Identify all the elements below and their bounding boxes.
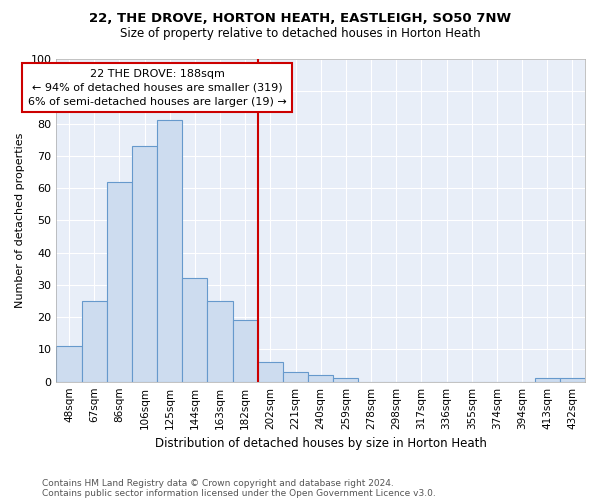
Bar xyxy=(157,120,182,382)
Bar xyxy=(308,375,333,382)
Bar xyxy=(132,146,157,382)
Bar xyxy=(535,378,560,382)
Bar xyxy=(107,182,132,382)
Bar xyxy=(560,378,585,382)
X-axis label: Distribution of detached houses by size in Horton Heath: Distribution of detached houses by size … xyxy=(155,437,487,450)
Text: 22, THE DROVE, HORTON HEATH, EASTLEIGH, SO50 7NW: 22, THE DROVE, HORTON HEATH, EASTLEIGH, … xyxy=(89,12,511,26)
Text: Contains public sector information licensed under the Open Government Licence v3: Contains public sector information licen… xyxy=(42,488,436,498)
Bar xyxy=(258,362,283,382)
Bar xyxy=(56,346,82,382)
Bar xyxy=(233,320,258,382)
Text: Size of property relative to detached houses in Horton Heath: Size of property relative to detached ho… xyxy=(119,28,481,40)
Bar xyxy=(208,301,233,382)
Bar xyxy=(182,278,208,382)
Y-axis label: Number of detached properties: Number of detached properties xyxy=(15,132,25,308)
Bar xyxy=(82,301,107,382)
Bar xyxy=(333,378,358,382)
Text: Contains HM Land Registry data © Crown copyright and database right 2024.: Contains HM Land Registry data © Crown c… xyxy=(42,478,394,488)
Text: 22 THE DROVE: 188sqm
← 94% of detached houses are smaller (319)
6% of semi-detac: 22 THE DROVE: 188sqm ← 94% of detached h… xyxy=(28,68,286,106)
Bar xyxy=(283,372,308,382)
